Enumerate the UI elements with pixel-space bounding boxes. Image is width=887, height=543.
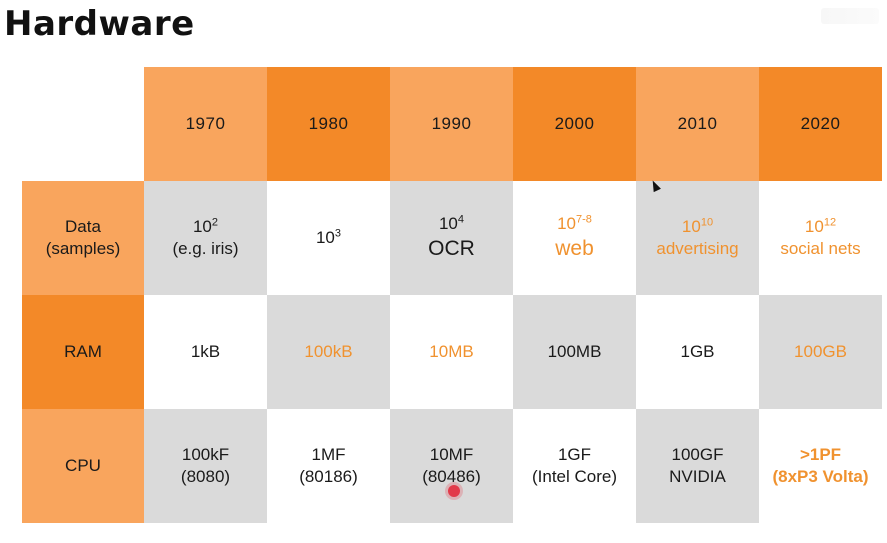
cpu-cell: 100GF NVIDIA [636, 409, 759, 523]
cpu-row: CPU 100kF (8080) 1MF (80186) 10MF (80486) 1… [22, 409, 882, 523]
ram-cell: 1GB [636, 295, 759, 409]
corner-cell [22, 67, 144, 181]
cpu-cell: 1GF (Intel Core) [513, 409, 636, 523]
ram-cell: 100GB [759, 295, 882, 409]
watermark-logo [821, 8, 879, 24]
year-header: 1980 [267, 67, 390, 181]
hardware-table: 1970 1980 1990 2000 2010 2020 Data (samp… [22, 67, 882, 523]
data-cell: 107-8 web [513, 181, 636, 295]
row-header-cpu: CPU [22, 409, 144, 523]
ram-row: RAM 1kB 100kB 10MB 100MB 1GB 100GB [22, 295, 882, 409]
year-header: 1970 [144, 67, 267, 181]
row-header-ram: RAM [22, 295, 144, 409]
ram-cell: 10MB [390, 295, 513, 409]
ram-cell: 1kB [144, 295, 267, 409]
year-header: 2000 [513, 67, 636, 181]
year-header: 2010 [636, 67, 759, 181]
data-cell: 103 [267, 181, 390, 295]
cpu-cell: 10MF (80486) [390, 409, 513, 523]
row-header-data: Data (samples) [22, 181, 144, 295]
data-cell: 1010 advertising [636, 181, 759, 295]
data-row: Data (samples) 102 (e.g. iris) 103 104 O… [22, 181, 882, 295]
header-row: 1970 1980 1990 2000 2010 2020 [22, 67, 882, 181]
ram-cell: 100MB [513, 295, 636, 409]
row-header-label: Data [65, 216, 101, 236]
ram-cell: 100kB [267, 295, 390, 409]
data-cell: 1012 social nets [759, 181, 882, 295]
cpu-cell: 100kF (8080) [144, 409, 267, 523]
year-header: 1990 [390, 67, 513, 181]
laser-pointer-icon [448, 485, 460, 497]
slide-title: Hardware [4, 4, 195, 44]
cpu-cell: 1MF (80186) [267, 409, 390, 523]
year-header: 2020 [759, 67, 882, 181]
row-header-sublabel: (samples) [45, 239, 121, 258]
data-cell: 102 (e.g. iris) [144, 181, 267, 295]
data-cell: 104 OCR [390, 181, 513, 295]
cpu-cell: >1PF (8xP3 Volta) [759, 409, 882, 523]
